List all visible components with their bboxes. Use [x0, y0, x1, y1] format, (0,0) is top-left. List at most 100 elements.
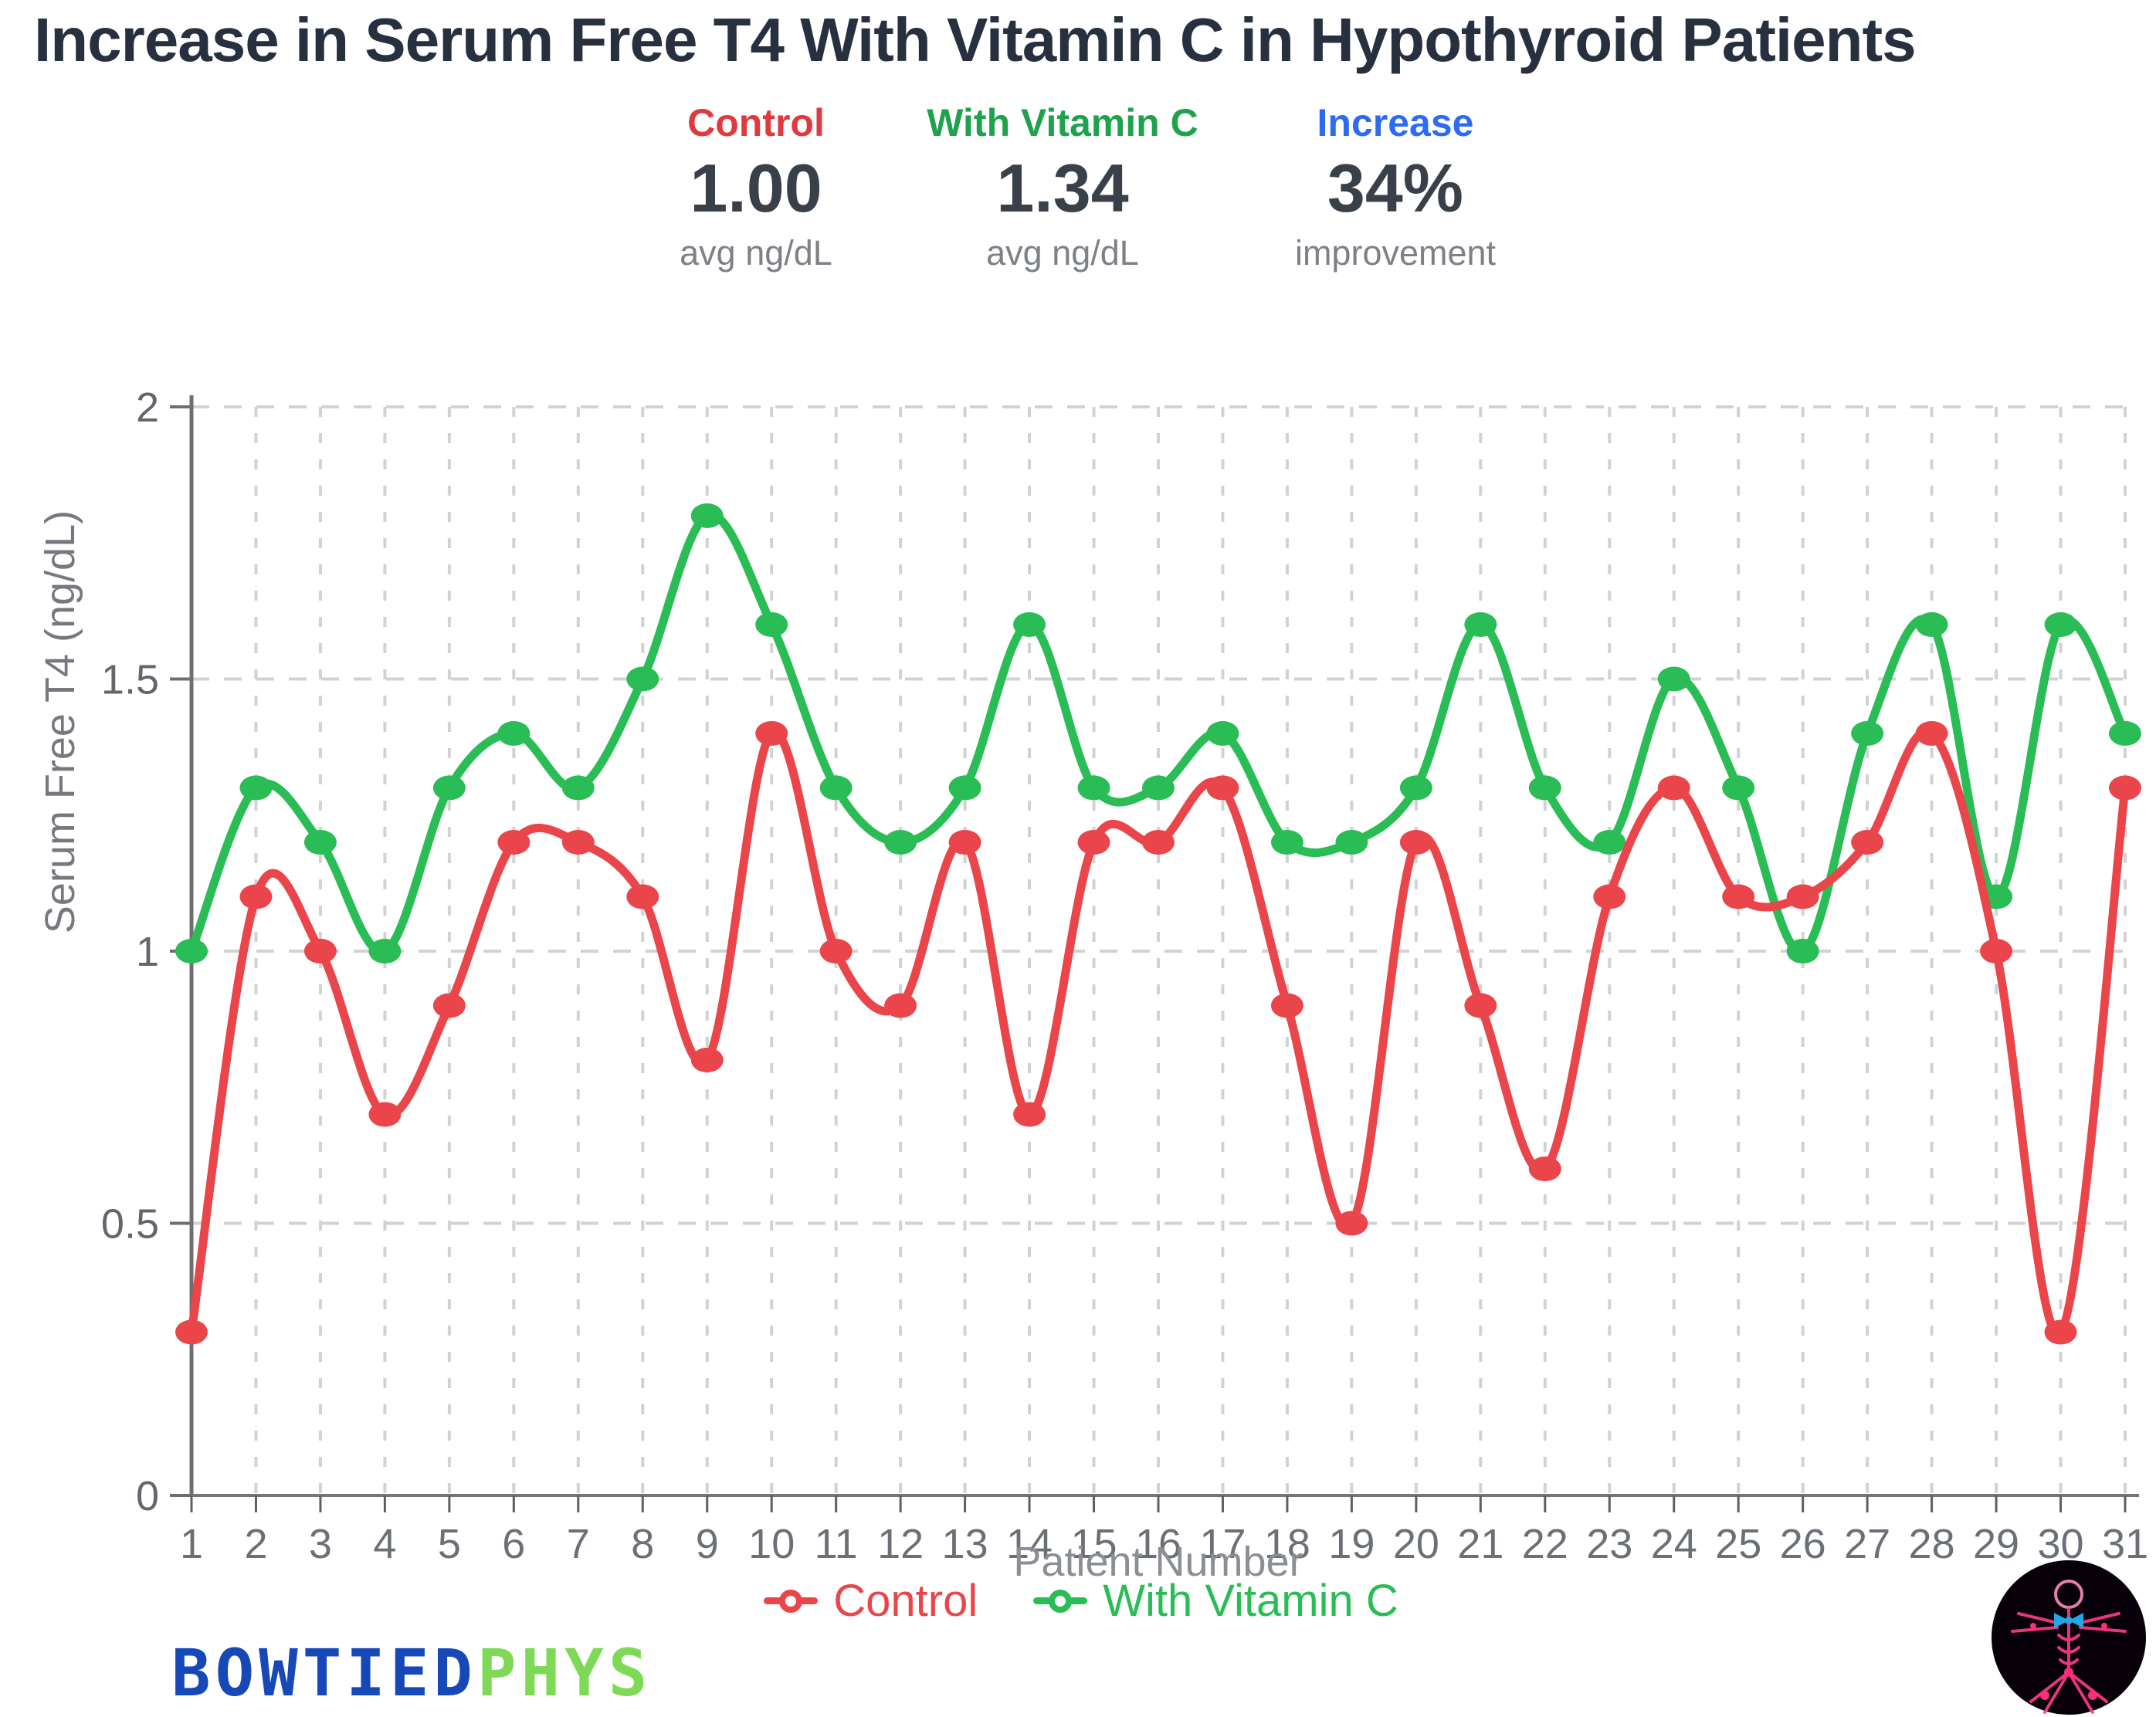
data-point-with-vitamin-c: [755, 612, 788, 637]
data-point-with-vitamin-c: [1915, 612, 1948, 637]
data-point-control: [1657, 775, 1690, 801]
svg-text:21: 21: [1457, 1521, 1503, 1567]
data-point-with-vitamin-c: [1722, 775, 1755, 801]
data-point-control: [1142, 830, 1175, 855]
data-point-control: [1013, 1102, 1046, 1127]
x-axis-ticks: 1 2 3 4 5 6 7 8 9 10 11 12 13 14 15 16 17 18 19 20 21 22 23 24 2…: [180, 1495, 2148, 1567]
svg-text:30: 30: [2037, 1521, 2083, 1567]
svg-text:24: 24: [1651, 1521, 1697, 1567]
data-point-control: [2109, 775, 2141, 801]
svg-text:9: 9: [696, 1521, 719, 1567]
svg-text:10: 10: [748, 1521, 795, 1567]
data-point-with-vitamin-c: [690, 503, 724, 528]
data-point-with-vitamin-c: [561, 775, 595, 801]
legend-marker-vitamin-c-icon: [1033, 1597, 1088, 1604]
legend-item-vitamin-c[interactable]: With Vitamin C: [1033, 1575, 1398, 1627]
data-point-control: [1399, 830, 1432, 855]
svg-text:18: 18: [1264, 1521, 1310, 1567]
data-point-control: [1915, 721, 1948, 746]
vitruvian-man-badge-icon: [1992, 1560, 2146, 1715]
svg-text:19: 19: [1328, 1521, 1375, 1567]
data-point-control: [239, 884, 273, 909]
stat-increase: Increase 34% improvement: [1233, 99, 1558, 273]
data-point-control: [1077, 830, 1110, 855]
svg-text:1: 1: [180, 1521, 203, 1567]
data-point-control: [1464, 993, 1497, 1018]
data-point-control: [1786, 884, 1819, 909]
svg-text:12: 12: [877, 1521, 924, 1567]
data-point-control: [1270, 993, 1303, 1018]
stat-increase-value: 34%: [1327, 150, 1464, 226]
data-point-with-vitamin-c: [368, 939, 402, 963]
svg-text:6: 6: [502, 1521, 525, 1567]
svg-text:11: 11: [815, 1521, 858, 1567]
svg-text:0.5: 0.5: [101, 1201, 159, 1248]
y-axis-ticks: 0 0.5 1 1.5 2: [101, 384, 192, 1519]
data-point-with-vitamin-c: [1593, 830, 1626, 855]
data-point-with-vitamin-c: [1335, 830, 1368, 855]
wordmark-phys: PHYS: [477, 1635, 653, 1711]
wordmark-bowtied: BOWTIED: [171, 1635, 478, 1711]
legend-marker-control-icon: [764, 1597, 819, 1604]
svg-text:4: 4: [373, 1521, 396, 1567]
data-point-control: [1528, 1157, 1561, 1181]
data-point-with-vitamin-c: [1270, 830, 1303, 855]
svg-text:20: 20: [1393, 1521, 1439, 1567]
svg-text:31: 31: [2102, 1521, 2148, 1567]
data-point-with-vitamin-c: [1464, 612, 1497, 637]
data-point-with-vitamin-c: [303, 830, 337, 855]
data-point-with-vitamin-c: [1851, 721, 1884, 746]
data-point-control: [1980, 939, 2013, 963]
svg-text:8: 8: [631, 1521, 654, 1567]
svg-text:25: 25: [1715, 1521, 1761, 1567]
stat-increase-label: Increase: [1317, 101, 1474, 144]
x-gridlines: [254, 407, 2127, 1495]
data-point-with-vitamin-c: [884, 830, 917, 855]
svg-text:3: 3: [309, 1521, 332, 1567]
data-point-with-vitamin-c: [1206, 721, 1239, 746]
data-point-control: [884, 993, 917, 1018]
svg-text:7: 7: [567, 1521, 590, 1567]
data-point-control: [1722, 884, 1755, 909]
data-point-control: [432, 993, 466, 1018]
series-line-control: [187, 726, 2130, 1339]
stat-control-label: Control: [687, 101, 825, 144]
data-point-control: [948, 830, 981, 855]
data-point-with-vitamin-c: [1013, 612, 1046, 637]
svg-text:23: 23: [1586, 1521, 1632, 1567]
data-point-with-vitamin-c: [819, 775, 853, 801]
svg-text:28: 28: [1909, 1521, 1955, 1567]
series-control: [175, 721, 2141, 1345]
stat-control-value: 1.00: [690, 150, 822, 226]
stat-vitamin-c: With Vitamin C 1.34 avg ng/dL: [900, 99, 1225, 273]
data-point-control: [755, 721, 788, 746]
svg-text:17: 17: [1199, 1521, 1246, 1567]
line-chart: 00.511.521 2 3 4 5 6 7 8 9 10 11 12 13 14 15 16 17 18 19 20…: [101, 384, 2148, 1567]
svg-text:1.5: 1.5: [101, 657, 159, 703]
data-point-control: [561, 830, 595, 855]
data-point-control: [1335, 1211, 1368, 1236]
stat-increase-caption: improvement: [1294, 233, 1497, 273]
page-title: Increase in Serum Free T4 With Vitamin C…: [34, 5, 1917, 74]
data-point-with-vitamin-c: [432, 775, 466, 801]
svg-text:2: 2: [244, 1521, 267, 1567]
stat-control: Control 1.00 avg ng/dL: [594, 99, 918, 273]
data-point-with-vitamin-c: [1786, 939, 1819, 963]
data-point-with-vitamin-c: [175, 939, 208, 963]
data-point-with-vitamin-c: [1528, 775, 1561, 801]
svg-text:26: 26: [1780, 1521, 1826, 1567]
data-point-with-vitamin-c: [1077, 775, 1110, 801]
data-point-control: [497, 830, 531, 855]
y-axis-title: Serum Free T4 (ng/dL): [37, 510, 83, 934]
data-point-control: [368, 1102, 402, 1127]
legend-item-control[interactable]: Control: [764, 1575, 978, 1627]
data-point-with-vitamin-c: [239, 775, 273, 801]
svg-text:2: 2: [136, 384, 159, 431]
legend-label-vitamin-c: With Vitamin C: [1103, 1576, 1398, 1626]
data-point-with-vitamin-c: [1142, 775, 1175, 801]
data-point-with-vitamin-c: [497, 721, 531, 746]
stat-vitamin-c-label: With Vitamin C: [927, 101, 1198, 144]
data-point-with-vitamin-c: [2044, 612, 2077, 637]
data-point-with-vitamin-c: [626, 666, 659, 692]
x-axis-title: Patient Number: [1013, 1539, 1303, 1585]
